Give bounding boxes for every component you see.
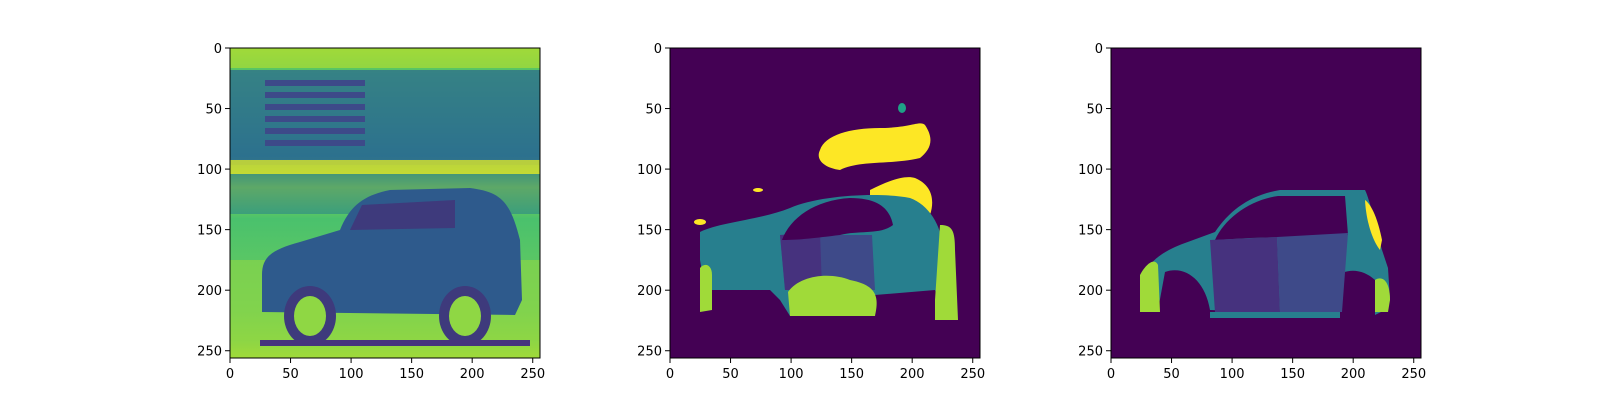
y-tick-label: 50 bbox=[1086, 103, 1103, 118]
x-tick-label: 50 bbox=[722, 367, 739, 382]
y-tick-label: 200 bbox=[637, 284, 662, 299]
axis-ticks: 0 50 100 150 200 250 0 50 100 150 200 250 bbox=[637, 42, 985, 382]
ground-truth-mask-image bbox=[1111, 48, 1421, 358]
mask-small-patch bbox=[898, 103, 906, 113]
axis-ticks: 0 50 100 150 200 250 0 50 100 150 200 250 bbox=[197, 42, 545, 382]
x-tick-label: 200 bbox=[460, 367, 485, 382]
y-tick-label: 150 bbox=[197, 224, 222, 239]
x-tick-label: 150 bbox=[839, 367, 864, 382]
x-tick-label: 250 bbox=[1401, 367, 1426, 382]
gt-front-bumper bbox=[1140, 261, 1160, 312]
x-tick-label: 0 bbox=[1107, 367, 1115, 382]
x-tick-label: 0 bbox=[226, 367, 234, 382]
y-tick-label: 0 bbox=[1095, 42, 1103, 57]
x-tick-label: 250 bbox=[960, 367, 985, 382]
x-tick-label: 0 bbox=[666, 367, 674, 382]
x-tick-label: 150 bbox=[1280, 367, 1305, 382]
y-tick-label: 100 bbox=[197, 163, 222, 178]
x-tick-label: 100 bbox=[1220, 367, 1245, 382]
y-tick-label: 100 bbox=[1078, 163, 1103, 178]
x-tick-label: 50 bbox=[282, 367, 299, 382]
gt-rear-door bbox=[1277, 233, 1348, 312]
y-tick-label: 250 bbox=[197, 345, 222, 360]
x-tick-label: 250 bbox=[520, 367, 545, 382]
y-tick-label: 150 bbox=[637, 224, 662, 239]
x-tick-label: 100 bbox=[779, 367, 804, 382]
x-tick-label: 200 bbox=[900, 367, 925, 382]
predicted-mask-image bbox=[670, 48, 980, 358]
y-tick-label: 50 bbox=[645, 103, 662, 118]
y-tick-label: 100 bbox=[637, 163, 662, 178]
panel-predicted-mask: 0 50 100 150 200 250 0 50 100 150 200 250 bbox=[637, 42, 985, 382]
x-tick-label: 150 bbox=[399, 367, 424, 382]
x-tick-label: 50 bbox=[1163, 367, 1180, 382]
gt-tail-light bbox=[1365, 200, 1382, 250]
axes-frame bbox=[1110, 47, 1422, 359]
y-tick-label: 0 bbox=[654, 42, 662, 57]
y-tick-label: 250 bbox=[1078, 345, 1103, 360]
y-tick-label: 200 bbox=[1078, 284, 1103, 299]
axes-frame bbox=[669, 47, 981, 359]
gt-front-door bbox=[1210, 237, 1280, 312]
y-tick-label: 0 bbox=[214, 42, 222, 57]
panel-ground-truth-mask: 0 50 100 150 200 250 0 50 100 150 200 250 bbox=[1078, 42, 1426, 382]
mask-lower-region bbox=[788, 275, 877, 316]
x-tick-label: 100 bbox=[339, 367, 364, 382]
photo-building bbox=[265, 80, 365, 146]
panel-photo: 0 50 100 150 200 250 0 50 100 150 200 250 bbox=[197, 42, 545, 382]
axis-ticks: 0 50 100 150 200 250 0 50 100 150 200 250 bbox=[1078, 42, 1426, 382]
x-tick-label: 200 bbox=[1341, 367, 1366, 382]
y-tick-label: 50 bbox=[205, 103, 222, 118]
y-tick-label: 250 bbox=[637, 345, 662, 360]
photo-image bbox=[230, 48, 540, 358]
axes-frame bbox=[229, 47, 541, 359]
y-tick-label: 150 bbox=[1078, 224, 1103, 239]
y-tick-label: 200 bbox=[197, 284, 222, 299]
photo-car bbox=[260, 188, 530, 346]
